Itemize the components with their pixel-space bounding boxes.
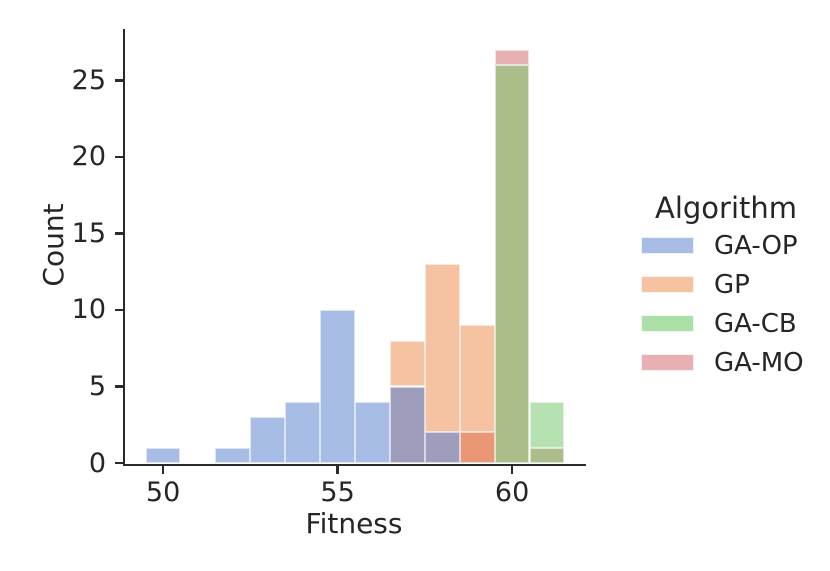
x-tick-mark	[161, 466, 165, 474]
legend-swatch-ga-mo	[641, 354, 694, 371]
legend-entry-ga-mo: GA-MO	[641, 343, 811, 382]
legend-entry-ga-cb: GA-CB	[641, 304, 811, 343]
y-tick-label: 25	[71, 64, 106, 96]
legend-label: GA-MO	[714, 347, 804, 378]
histogram-bar-segment	[285, 401, 321, 463]
legend-swatch-gp	[641, 276, 694, 293]
y-tick-mark	[114, 461, 123, 465]
y-tick-label: 15	[71, 217, 106, 249]
y-tick-mark	[114, 232, 123, 235]
legend-swatch-ga-op	[641, 237, 694, 254]
histogram-bar-segment	[494, 49, 530, 65]
x-tick-mark	[510, 466, 514, 474]
y-tick-label: 20	[71, 141, 106, 173]
x-axis-label: Fitness	[305, 507, 403, 540]
y-tick-mark	[114, 308, 123, 312]
legend-swatch-ga-cb	[641, 315, 694, 332]
histogram-bar-segment	[424, 432, 460, 463]
x-tick-label: 60	[494, 477, 530, 508]
x-tick-mark	[336, 466, 339, 474]
legend-label: GA-OP	[714, 230, 798, 261]
legend-items: GA-OP GP GA-CB GA-MO	[641, 226, 811, 382]
legend-label: GP	[714, 269, 750, 300]
legend-entry-gp: GP	[641, 265, 811, 304]
histogram-bar-segment	[145, 447, 181, 463]
x-axis-spine	[122, 463, 586, 466]
histogram-bar-segment	[389, 340, 425, 387]
x-tick-label: 55	[320, 477, 355, 508]
histogram-bar-segment	[355, 401, 390, 463]
y-tick-mark	[114, 385, 123, 388]
y-tick-label: 5	[88, 371, 106, 402]
y-tick-mark	[114, 155, 123, 159]
histogram-bar-segment	[459, 432, 495, 463]
histogram-bar-segment	[389, 386, 425, 463]
y-axis-spine	[122, 29, 125, 466]
y-tick-mark	[114, 79, 123, 82]
legend-title: Algorithm	[654, 191, 798, 225]
x-tick-label: 50	[145, 477, 181, 508]
histogram-bar-segment	[320, 309, 355, 463]
y-tick-label: 10	[71, 294, 106, 326]
histogram-bar-segment	[494, 65, 530, 463]
histogram-bar-segment	[529, 447, 565, 463]
legend-entry-ga-op: GA-OP	[641, 226, 811, 265]
y-tick-label: 0	[88, 447, 106, 479]
legend-label: GA-CB	[714, 308, 797, 339]
histogram-bar-segment	[459, 325, 495, 433]
histogram-bar-segment	[250, 417, 286, 463]
y-axis-label: Count	[37, 203, 70, 287]
histogram-bar-segment	[424, 264, 460, 433]
histogram-bar-segment	[529, 401, 565, 448]
histogram-bar-segment	[215, 447, 251, 463]
legend: Algorithm GA-OP GP GA-CB GA-MO	[641, 190, 811, 382]
